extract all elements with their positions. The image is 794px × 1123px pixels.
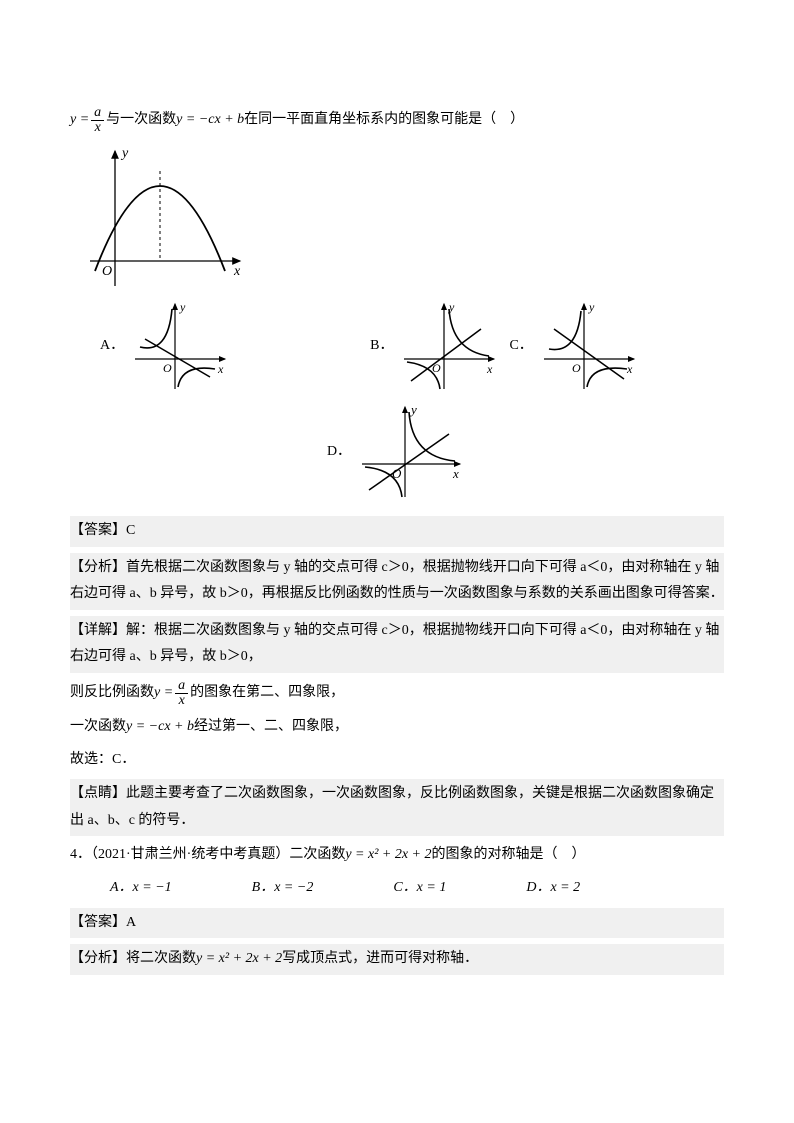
svg-text:O: O bbox=[163, 361, 172, 375]
q4-opt-a: A．x = −1 bbox=[110, 875, 172, 902]
svg-text:y: y bbox=[588, 300, 595, 314]
q4-options: A．x = −1 B．x = −2 C．x = 1 D．x = 2 bbox=[70, 875, 724, 902]
opt-b-label: B． bbox=[370, 333, 393, 360]
analysis-label: 【分析】 bbox=[70, 560, 126, 575]
q4-opt-b: B．x = −2 bbox=[252, 875, 314, 902]
detail-label: 【详解】 bbox=[70, 623, 126, 638]
q4-answer-label: 【答案】 bbox=[70, 915, 126, 930]
q3-main-graph: x y O bbox=[80, 141, 724, 291]
svg-text:O: O bbox=[572, 361, 581, 375]
q4-analysis-post: 写成顶点式，进而可得对称轴． bbox=[282, 946, 478, 973]
q3-eq-prefix: y = bbox=[70, 107, 89, 134]
q4-opt-c: C．x = 1 bbox=[393, 875, 446, 902]
q3-option-d: D． x y O bbox=[327, 402, 467, 502]
q3-detail-p3: 一次函数 y = −cx + b 经过第一、二、四象限， bbox=[70, 714, 724, 741]
svg-text:x: x bbox=[486, 362, 493, 376]
q3-detail-p2: 则反比例函数 y = a x 的图象在第二、四象限， bbox=[70, 679, 724, 708]
opt-a-label: A． bbox=[100, 333, 124, 360]
svg-text:O: O bbox=[102, 264, 112, 279]
detail-p1: 解：根据二次函数图象与 y 轴的交点可得 c＞0，根据抛物线开口向下可得 a＜0… bbox=[70, 623, 719, 665]
answer-label: 【答案】 bbox=[70, 523, 126, 538]
q4-answer-val: A bbox=[126, 915, 136, 930]
detail-p2-pre: 则反比例函数 bbox=[70, 680, 154, 707]
q3-fraction: a x bbox=[91, 106, 104, 135]
detail-p2-eq: y = bbox=[154, 680, 173, 707]
svg-text:y: y bbox=[409, 402, 417, 417]
opt-c-svg: x y O bbox=[539, 299, 639, 394]
q4-opt-d: D．x = 2 bbox=[526, 875, 580, 902]
q3-options-row1: A． x y O B． x y O C． bbox=[70, 299, 724, 394]
svg-text:x: x bbox=[217, 362, 224, 376]
svg-text:O: O bbox=[392, 466, 402, 481]
remark-text: 此题主要考查了二次函数图象，一次函数图象，反比例函数图象，关键是根据二次函数图象… bbox=[70, 786, 714, 828]
parabola-svg: x y O bbox=[80, 141, 250, 291]
q3-option-b: B． x y O bbox=[370, 299, 499, 394]
answer-val: C bbox=[126, 523, 135, 538]
q3-answer: 【答案】C bbox=[70, 516, 724, 547]
q4-stem: 4．（2021·甘肃兰州·统考中考真题）二次函数 y = x² + 2x + 2… bbox=[70, 842, 724, 869]
detail-p3-eq: y = −cx + b bbox=[126, 714, 194, 741]
q3-stem-mid: 与一次函数 bbox=[106, 107, 176, 134]
analysis-text: 首先根据二次函数图象与 y 轴的交点可得 c＞0，根据抛物线开口向下可得 a＜0… bbox=[70, 560, 724, 602]
q3-option-a: A． x y O bbox=[100, 299, 230, 394]
detail-p3-post: 经过第一、二、四象限， bbox=[194, 714, 348, 741]
q4-analysis: 【分析】 将二次函数 y = x² + 2x + 2 写成顶点式，进而可得对称轴… bbox=[70, 944, 724, 975]
q3-option-c: C． x y O bbox=[509, 299, 638, 394]
svg-text:x: x bbox=[452, 466, 459, 481]
svg-text:y: y bbox=[179, 300, 186, 314]
q3-detail-p1: 【详解】解：根据二次函数图象与 y 轴的交点可得 c＞0，根据抛物线开口向下可得… bbox=[70, 616, 724, 673]
q3-option-d-row: D． x y O bbox=[70, 402, 724, 502]
q3-stem-post: 在同一平面直角坐标系内的图象可能是（ ） bbox=[244, 107, 524, 134]
q3-stem: y = a x 与一次函数 y = −cx + b 在同一平面直角坐标系内的图象… bbox=[70, 106, 724, 135]
svg-text:O: O bbox=[432, 361, 441, 375]
q3-analysis: 【分析】首先根据二次函数图象与 y 轴的交点可得 c＞0，根据抛物线开口向下可得… bbox=[70, 553, 724, 610]
detail-p2-post: 的图象在第二、四象限， bbox=[190, 680, 344, 707]
svg-text:y: y bbox=[120, 146, 129, 161]
q4-analysis-label: 【分析】 bbox=[70, 946, 126, 973]
q4-eq: y = x² + 2x + 2 bbox=[345, 842, 431, 869]
detail-p2-frac: a x bbox=[175, 679, 188, 708]
opt-d-label: D． bbox=[327, 439, 351, 466]
opt-a-svg: x y O bbox=[130, 299, 230, 394]
opt-c-label: C． bbox=[509, 333, 532, 360]
q4-stem-post: 的图象的对称轴是（ ） bbox=[432, 842, 586, 869]
opt-d-svg: x y O bbox=[357, 402, 467, 502]
q4-analysis-pre: 将二次函数 bbox=[126, 946, 196, 973]
q4-answer: 【答案】A bbox=[70, 908, 724, 939]
remark-label: 【点睛】 bbox=[70, 786, 126, 801]
svg-text:y: y bbox=[448, 300, 455, 314]
detail-p3-pre: 一次函数 bbox=[70, 714, 126, 741]
svg-text:x: x bbox=[233, 264, 241, 279]
q3-detail-p4: 故选：C． bbox=[70, 747, 724, 774]
q4-stem-pre: 4．（2021·甘肃兰州·统考中考真题）二次函数 bbox=[70, 842, 345, 869]
opt-b-svg: x y O bbox=[399, 299, 499, 394]
q3-remark: 【点睛】此题主要考查了二次函数图象，一次函数图象，反比例函数图象，关键是根据二次… bbox=[70, 779, 724, 836]
svg-text:x: x bbox=[626, 362, 633, 376]
q4-analysis-eq: y = x² + 2x + 2 bbox=[196, 946, 282, 973]
q3-linear-eq: y = −cx + b bbox=[176, 107, 244, 134]
